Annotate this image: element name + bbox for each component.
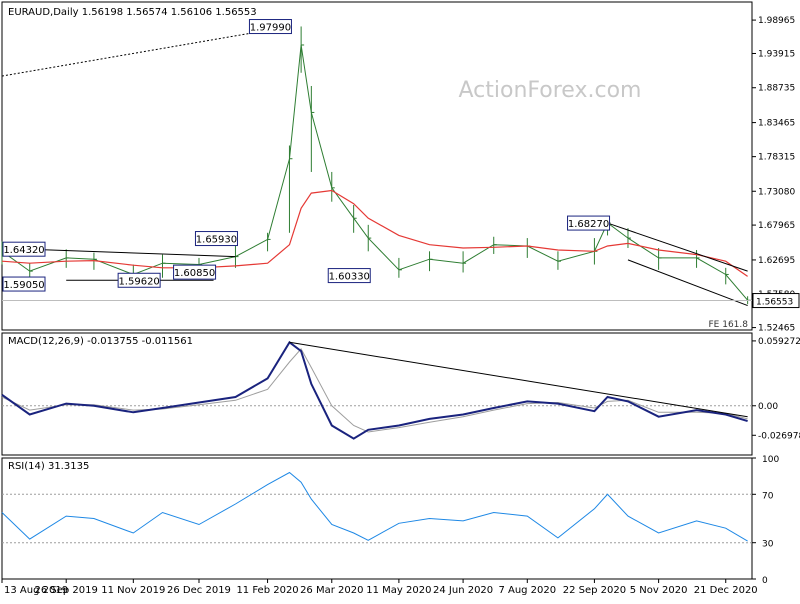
x-axis-tick-label: 24 Jun 2020	[433, 585, 493, 596]
macd-title: MACD(12,26,9) -0.013755 -0.011561	[8, 336, 193, 347]
price-annotation-box	[327, 268, 371, 284]
price-y-tick-label: 1.62695	[758, 256, 795, 266]
watermark: ActionForex.com	[459, 78, 642, 103]
fe-label: FE 161.8	[709, 320, 749, 330]
price-y-tick-label: 1.78315	[758, 153, 795, 163]
macd-y-tick-label: -0.026978	[758, 431, 800, 441]
rsi-y-tick-label: 30	[762, 540, 774, 550]
price-annotation-box	[248, 19, 292, 35]
x-axis-tick-label: 11 Feb 2020	[236, 585, 298, 596]
price-annotation-label: 1.60330	[329, 272, 370, 283]
rsi-line	[1, 471, 748, 542]
macd-signal-line	[1, 348, 748, 433]
price-trendline	[1, 26, 290, 77]
macd-y-tick-label: 0.059272	[758, 337, 800, 347]
macd-line	[1, 340, 748, 440]
price-y-tick-label: 1.52465	[758, 324, 795, 334]
price-trendline	[29, 248, 236, 258]
pane-frame-price	[1, 1, 753, 331]
price-y-tick-label: 1.83465	[758, 119, 795, 129]
pane-frame-macd	[1, 332, 753, 456]
price-y-tick-label: 1.88735	[758, 84, 795, 94]
price-annotation-box	[2, 241, 46, 257]
x-axis-tick-label: 7 Aug 2020	[498, 585, 556, 596]
price-trendline	[607, 222, 748, 272]
rsi-y-tick-label: 100	[762, 455, 779, 465]
price-title: EURAUD,Daily 1.56198 1.56574 1.56106 1.5…	[8, 7, 257, 18]
x-axis-tick-label: 26 Dec 2019	[167, 585, 231, 596]
price-annotation-box	[173, 264, 217, 280]
price-annotation-label: 1.64320	[3, 245, 44, 256]
price-moving-average-line	[1, 189, 748, 277]
x-axis-tick-label: 26 Mar 2020	[300, 585, 363, 596]
x-axis-tick-label: 11 Nov 2019	[101, 585, 165, 596]
x-axis-tick-label: 21 Dec 2020	[694, 585, 758, 596]
price-y-tick-label: 1.67965	[758, 221, 795, 231]
price-y-tick-label: 1.73080	[758, 187, 795, 197]
price-annotation-label: 1.68270	[568, 219, 609, 230]
price-annotation-label: 1.65930	[196, 235, 237, 246]
price-series-line	[1, 44, 748, 301]
price-annotation-label: 1.59620	[118, 276, 159, 287]
price-y-tick-label: 1.98965	[758, 16, 795, 26]
x-axis-tick-label: 22 Sep 2020	[563, 585, 626, 596]
macd-trendline	[289, 341, 748, 418]
x-axis-tick-label: 13 Aug 2019	[4, 585, 68, 596]
last-price-box	[752, 293, 800, 309]
price-annotation-box	[117, 272, 161, 288]
price-annotation-label: 1.59050	[3, 280, 44, 291]
last-price-label: 1.56553	[756, 298, 793, 308]
x-axis-tick-label: 26 Sep 2019	[35, 585, 98, 596]
x-axis-tick-label: 5 Nov 2020	[630, 585, 688, 596]
macd-y-tick-label: 0.00	[758, 402, 778, 412]
x-axis-tick-label: 11 May 2020	[366, 585, 431, 596]
price-annotation-box	[2, 276, 46, 292]
price-y-tick-label: 1.93915	[758, 49, 795, 59]
rsi-y-tick-label: 0	[762, 576, 768, 586]
price-annotation-label: 1.97990	[250, 23, 291, 34]
price-annotation-label: 1.60850	[174, 268, 215, 279]
rsi-title: RSI(14) 31.3135	[8, 461, 89, 472]
price-trendline	[627, 259, 748, 306]
pane-frame-rsi	[1, 457, 753, 580]
rsi-y-tick-label: 70	[762, 491, 774, 501]
price-annotation-box	[567, 215, 611, 231]
price-annotation-box	[194, 231, 238, 247]
